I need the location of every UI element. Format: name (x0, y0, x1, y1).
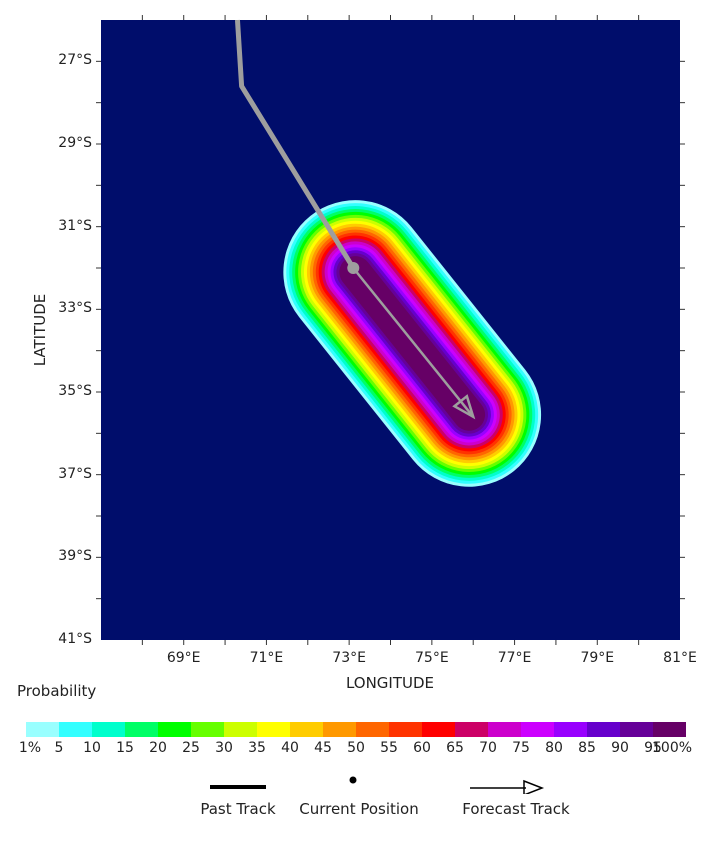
colorbar-swatch (191, 722, 224, 737)
colorbar-label: 55 (380, 740, 398, 756)
colorbar-label: 90 (611, 740, 629, 756)
colorbar-swatch (26, 722, 59, 737)
latitude-tick-label: 33°S (58, 300, 92, 317)
colorbar-label: 40 (281, 740, 299, 756)
longitude-tick-label: 71°E (249, 650, 284, 666)
colorbar-swatch (257, 722, 290, 737)
forecast-arrow-head (452, 394, 476, 420)
colorbar-label: 1% (18, 740, 42, 756)
colorbar-swatch (125, 722, 158, 737)
forecast-track-legend-arrow (470, 779, 545, 797)
latitude-tick-label: 37°S (58, 465, 92, 482)
colorbar-labels: 1% 5 10 15 20 25 30 35 40 45 50 55 60 65 70 75 80 85 90 95 1… (0, 740, 720, 760)
colorbar-swatch (59, 722, 92, 737)
colorbar-swatch (488, 722, 521, 737)
latitude-tick-label: 41°S (58, 631, 92, 647)
longitude-tick-label: 77°E (497, 650, 532, 666)
latitude-axis-title: LATITUDE (31, 293, 49, 367)
latitude-tick-label: 39°S (58, 548, 92, 565)
colorbar-swatch (653, 722, 686, 737)
forecast-track-legend: Forecast Track (456, 772, 576, 822)
colorbar-swatch (158, 722, 191, 737)
colorbar-label: 95 (644, 740, 662, 756)
current-position-legend-dot (349, 776, 357, 784)
colorbar-swatch (224, 722, 257, 737)
colorbar-swatch (455, 722, 488, 737)
colorbar-label: 80 (545, 740, 563, 756)
forecast-track-legend-label: Forecast Track (462, 800, 570, 818)
past-track-legend-line (210, 785, 266, 789)
past-track-legend: Past Track (196, 772, 280, 822)
colorbar-label: 10 (83, 740, 101, 756)
colorbar-label: 30 (215, 740, 233, 756)
colorbar-label: 50 (347, 740, 365, 756)
longitude-axis-title: LONGITUDE (345, 674, 435, 692)
current-position-legend: Current Position (294, 772, 424, 822)
latitude-tick-label: 27°S (58, 52, 92, 69)
colorbar-swatch (290, 722, 323, 737)
longitude-tick-label: 75°E (415, 650, 449, 666)
colorbar-label: 20 (149, 740, 167, 756)
current-position-marker (347, 262, 360, 274)
colorbar-label: 60 (413, 740, 431, 756)
colorbar-swatch (620, 722, 653, 737)
colorbar-label: 70 (479, 740, 497, 756)
colorbar-label: 100% (652, 740, 693, 756)
colorbar-label: 15 (116, 740, 134, 756)
longitude-tick-label: 73°E (332, 650, 366, 666)
colorbar-swatch (389, 722, 422, 737)
colorbar-swatch (92, 722, 125, 737)
colorbar-label: 25 (182, 740, 200, 756)
colorbar-swatch (554, 722, 587, 737)
longitude-tick-label: 79°E (580, 650, 615, 666)
past-track-legend-label: Past Track (200, 800, 276, 818)
axis-ticks (96, 15, 685, 645)
colorbar-label: 65 (446, 740, 464, 756)
probability-legend-title: Probability (17, 682, 97, 700)
colorbar-swatch (323, 722, 356, 737)
colorbar-swatch (422, 722, 455, 737)
latitude-tick-label: 29°S (58, 135, 92, 151)
colorbar-label: 5 (54, 740, 64, 756)
past-track-line (234, 19, 356, 270)
forecast-track-line (352, 267, 475, 418)
colorbar-label: 35 (248, 740, 266, 756)
probability-colorbar (26, 722, 686, 737)
colorbar-swatch (356, 722, 389, 737)
colorbar-swatch (521, 722, 554, 737)
colorbar-swatch (587, 722, 620, 737)
longitude-tick-label: 81°E (663, 650, 697, 666)
probability-map (96, 15, 685, 645)
latitude-tick-label: 31°S (58, 217, 92, 234)
colorbar-label: 75 (512, 740, 530, 756)
longitude-tick-label: 69°E (166, 650, 201, 666)
latitude-tick-label: 35°S (58, 383, 92, 399)
colorbar-label: 45 (314, 740, 332, 756)
current-position-legend-label: Current Position (299, 800, 419, 818)
colorbar-label: 85 (578, 740, 596, 756)
